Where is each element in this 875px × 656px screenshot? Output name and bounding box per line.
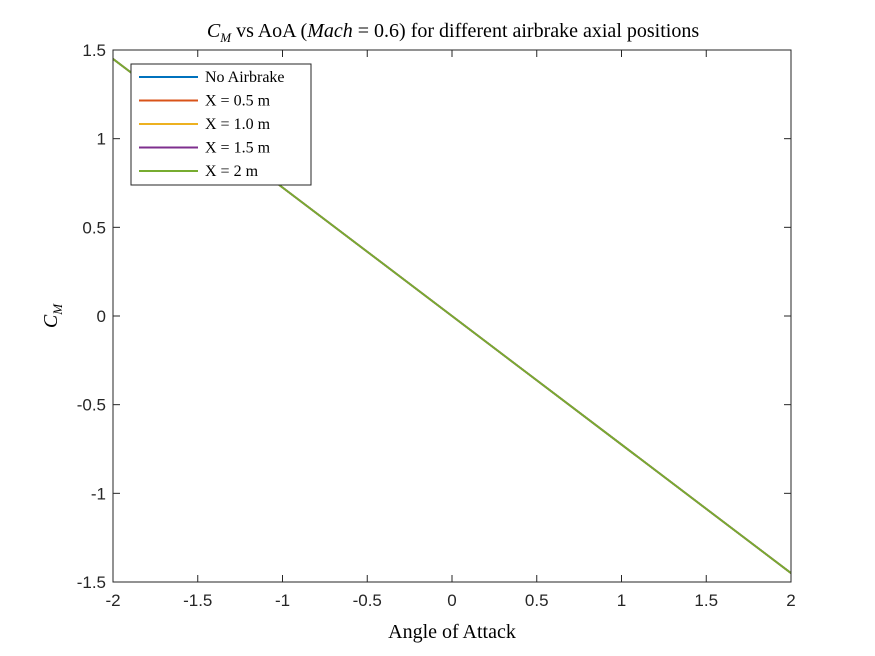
x-tick-label: 1 bbox=[617, 591, 626, 610]
y-tick-label: -0.5 bbox=[77, 396, 106, 415]
x-tick-label: 0 bbox=[447, 591, 456, 610]
x-tick-label: -1.5 bbox=[183, 591, 212, 610]
legend-label: X = 2 m bbox=[205, 163, 259, 180]
axes-box bbox=[112, 49, 792, 583]
x-axis-label: Angle of Attack bbox=[388, 621, 516, 643]
y-tick-label: 0 bbox=[97, 307, 106, 326]
y-tick-label: -1.5 bbox=[77, 573, 106, 592]
chart-title: CM vs AoA (Mach = 0.6) for different air… bbox=[207, 20, 699, 45]
x-tick-label: 0.5 bbox=[525, 591, 549, 610]
x-tick-label: -0.5 bbox=[353, 591, 382, 610]
y-tick-label: 1 bbox=[97, 130, 106, 149]
legend-label: X = 1.5 m bbox=[205, 140, 271, 157]
legend-label: No Airbrake bbox=[205, 69, 285, 86]
y-tick-label: 1.5 bbox=[82, 41, 106, 60]
x-tick-label: 1.5 bbox=[694, 591, 718, 610]
legend-label: X = 0.5 m bbox=[205, 93, 271, 110]
y-tick-label: -1 bbox=[91, 484, 106, 503]
y-tick-label: 0.5 bbox=[82, 218, 106, 237]
legend-items: No Airbrake X = 0.5 m X = 1.0 m X = 1.5 m X … bbox=[139, 69, 285, 180]
legend: No Airbrake X = 0.5 m X = 1.0 m X = 1.5 m X … bbox=[130, 63, 312, 186]
x-tick-label: -1 bbox=[275, 591, 290, 610]
legend-label: X = 1.0 m bbox=[205, 116, 271, 133]
tick-labels: -2 -1.5 -1 -0.5 0 0.5 1 1.5 2-1.5-1-0.500.511.5 bbox=[77, 41, 796, 610]
x-tick-label: -2 bbox=[105, 591, 120, 610]
y-axis-label: CM bbox=[40, 303, 65, 328]
x-tick-label: 2 bbox=[786, 591, 795, 610]
